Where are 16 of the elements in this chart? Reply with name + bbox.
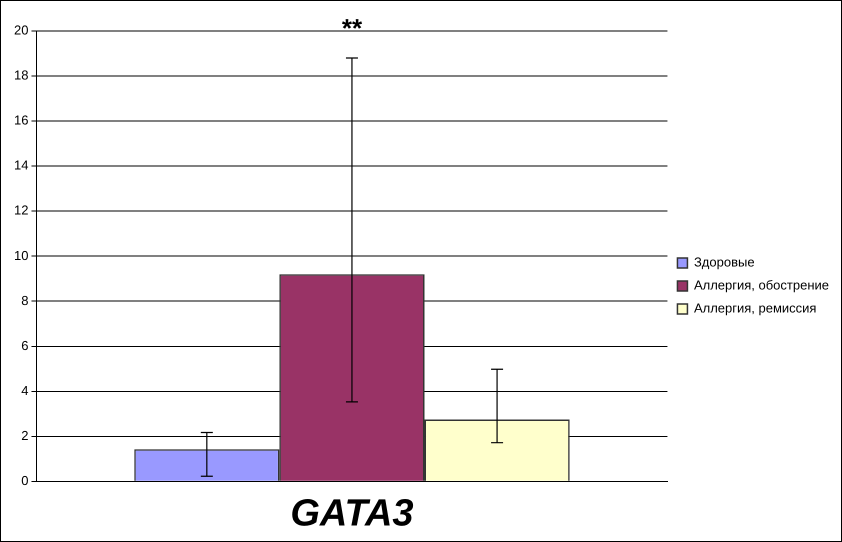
y-tick-label: 4: [21, 382, 28, 398]
x-tick-label: GATA3: [290, 492, 414, 535]
y-tick-label: 20: [14, 22, 28, 38]
y-tick-label: 10: [14, 248, 28, 263]
y-tick-label: 0: [21, 472, 28, 488]
y-tick-label: 12: [14, 202, 28, 218]
annotation: **: [342, 13, 363, 44]
legend-label: Здоровые: [694, 254, 755, 270]
y-tick-label: 14: [14, 158, 28, 173]
y-tick-label: 18: [14, 68, 28, 83]
legend-label: Аллергия, ремиссия: [694, 300, 816, 316]
y-tick-label: 6: [21, 338, 28, 353]
y-tick-label: 2: [21, 428, 28, 443]
legend-label: Аллергия, обострение: [694, 278, 830, 293]
y-tick-label: 8: [21, 292, 28, 308]
y-tick-label: 16: [14, 112, 28, 128]
